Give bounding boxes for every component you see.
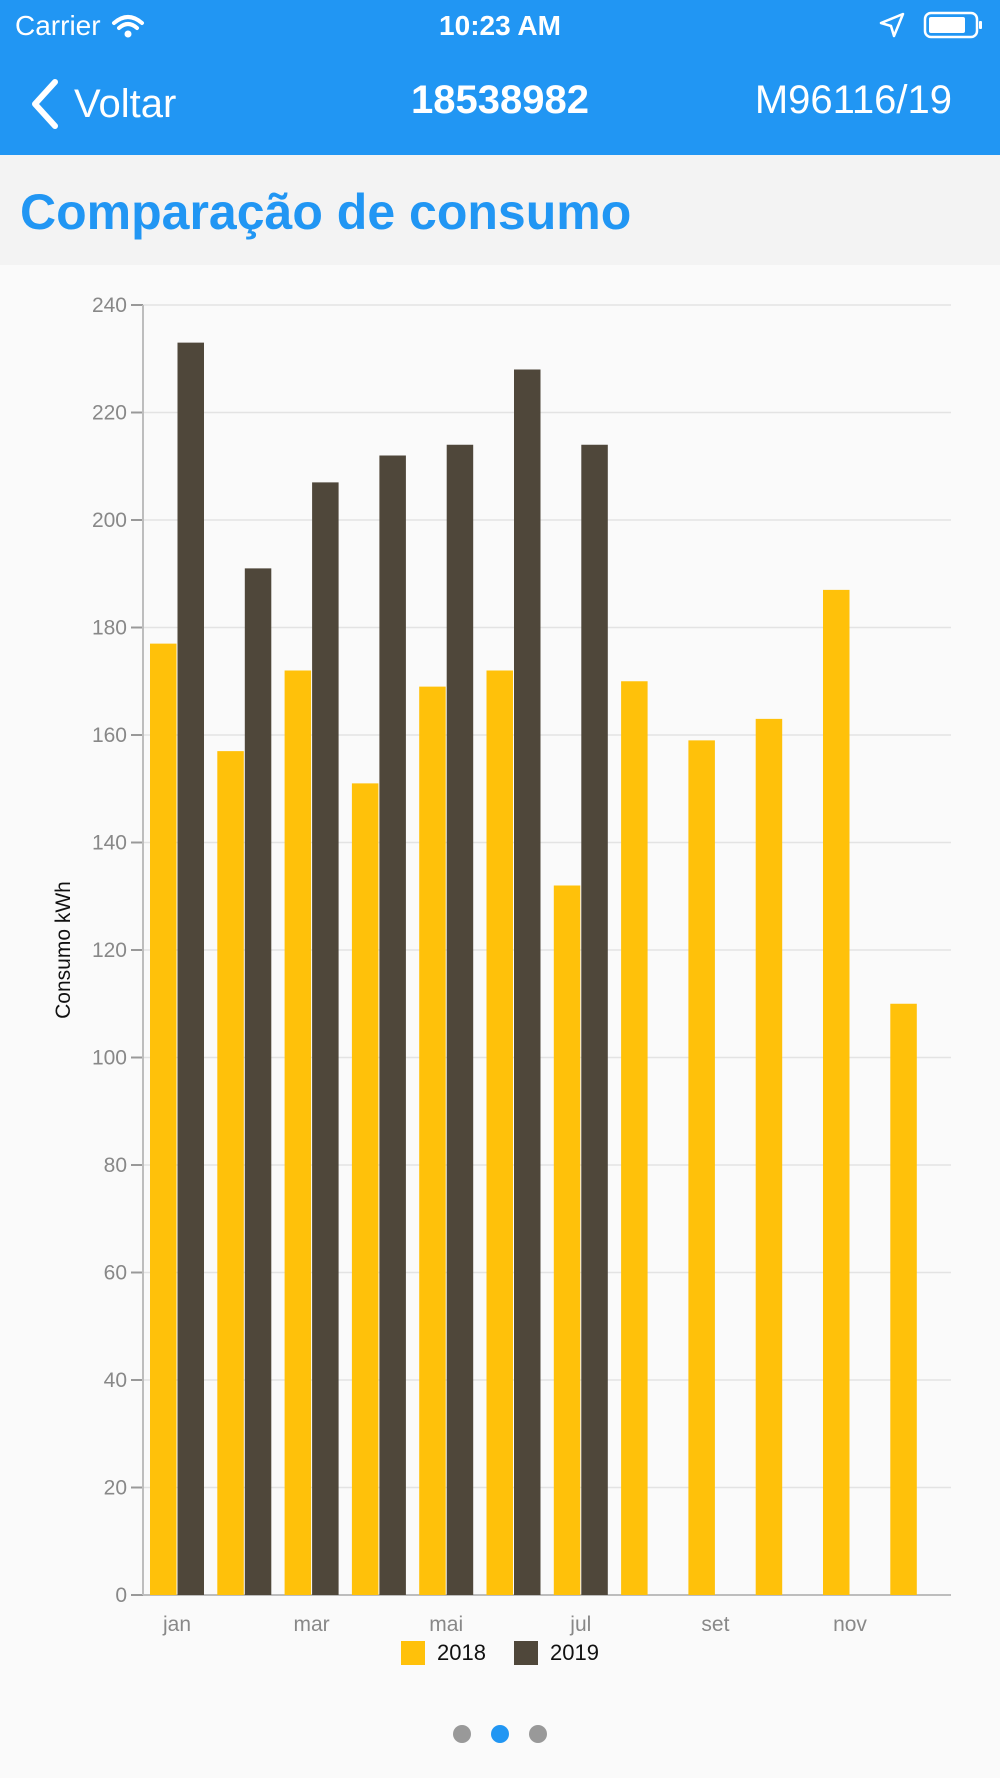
page-dot[interactable] [491, 1725, 509, 1743]
y-tick-label: 220 [92, 402, 127, 425]
page-indicator [0, 1725, 1000, 1743]
bar-2018-dez [890, 1003, 917, 1595]
y-tick-label: 20 [104, 1477, 127, 1500]
y-tick-label: 120 [92, 939, 127, 962]
bar-2018-jan [150, 643, 177, 1595]
top-bar: Carrier 10:23 AM Voltar 185 [0, 0, 1000, 155]
y-tick-label: 140 [92, 832, 127, 855]
bar-2018-jul [553, 885, 581, 1595]
section-header: Comparação de consumo [0, 155, 1000, 265]
x-tick-label: jul [569, 1613, 591, 1636]
back-label: Voltar [74, 81, 177, 126]
bar-2018-nov [823, 589, 850, 1595]
y-tick-label: 40 [104, 1369, 127, 1392]
carrier-label: Carrier [15, 10, 101, 41]
y-tick-label: 160 [92, 724, 127, 747]
y-tick-label: 80 [104, 1154, 127, 1177]
back-button[interactable]: Voltar [28, 78, 176, 130]
status-right [879, 10, 985, 40]
location-arrow-icon [879, 12, 905, 38]
carrier-info: Carrier [15, 10, 145, 42]
y-tick-label: 200 [92, 509, 127, 532]
bar-2018-ago [621, 681, 648, 1595]
navigation-bar: Voltar 18538982 M96116/19 [0, 70, 1000, 135]
status-time: 10:23 AM [439, 10, 561, 41]
legend-label: 2018 [437, 1640, 486, 1665]
y-axis-label: Consumo kWh [52, 881, 75, 1019]
x-tick-label: set [701, 1613, 729, 1636]
page-dot[interactable] [529, 1725, 547, 1743]
legend-label: 2019 [550, 1640, 599, 1665]
bar-2019-jul [581, 444, 608, 1595]
chart-svg: 0 20 40 60 80 100 120 140 160 180 200 220 240 jan mar m… [52, 294, 951, 1636]
page-title: Comparação de consumo [20, 184, 632, 240]
legend-item: 2018 [401, 1640, 486, 1666]
nav-right-label: M96116/19 [754, 78, 952, 122]
y-tick-label: 100 [92, 1047, 127, 1070]
bar-2018-mar [284, 670, 312, 1595]
bar-2019-fev [244, 568, 272, 1595]
bar-2018-abr [351, 783, 379, 1595]
status-bar: Carrier 10:23 AM [0, 0, 1000, 50]
bar-2019-mai [446, 444, 474, 1595]
bar-2019-mar [312, 482, 339, 1595]
bar-2018-out [755, 718, 783, 1595]
legend-swatch [401, 1641, 426, 1665]
x-tick-label: mar [294, 1613, 330, 1636]
bar-2018-jun [486, 670, 513, 1595]
chart-legend: 2018 2019 [0, 1640, 1000, 1666]
bar-2019-abr [379, 455, 406, 1595]
legend-swatch [514, 1641, 538, 1665]
bar-2019-jan [177, 342, 204, 1595]
wifi-icon [111, 15, 144, 38]
y-tick-label: 60 [104, 1262, 127, 1285]
x-tick-label: nov [833, 1613, 867, 1636]
x-tick-label: jan [162, 1613, 191, 1636]
y-tick-label: 0 [115, 1584, 127, 1607]
x-tick-label: mai [429, 1613, 463, 1636]
bar-2018-mai [419, 686, 446, 1595]
y-tick-label: 240 [92, 294, 127, 317]
legend-item: 2019 [514, 1640, 599, 1666]
bar-2018-set [688, 740, 715, 1595]
y-tick-label: 180 [92, 617, 127, 640]
chevron-left-icon [32, 79, 58, 129]
page-dot[interactable] [453, 1725, 471, 1743]
battery-icon [923, 11, 982, 39]
bar-2019-jun [514, 369, 541, 1595]
bar-2018-fev [217, 751, 244, 1595]
consumption-chart: 0 20 40 60 80 100 120 140 160 180 200 220 240 jan mar m… [0, 265, 1000, 1685]
